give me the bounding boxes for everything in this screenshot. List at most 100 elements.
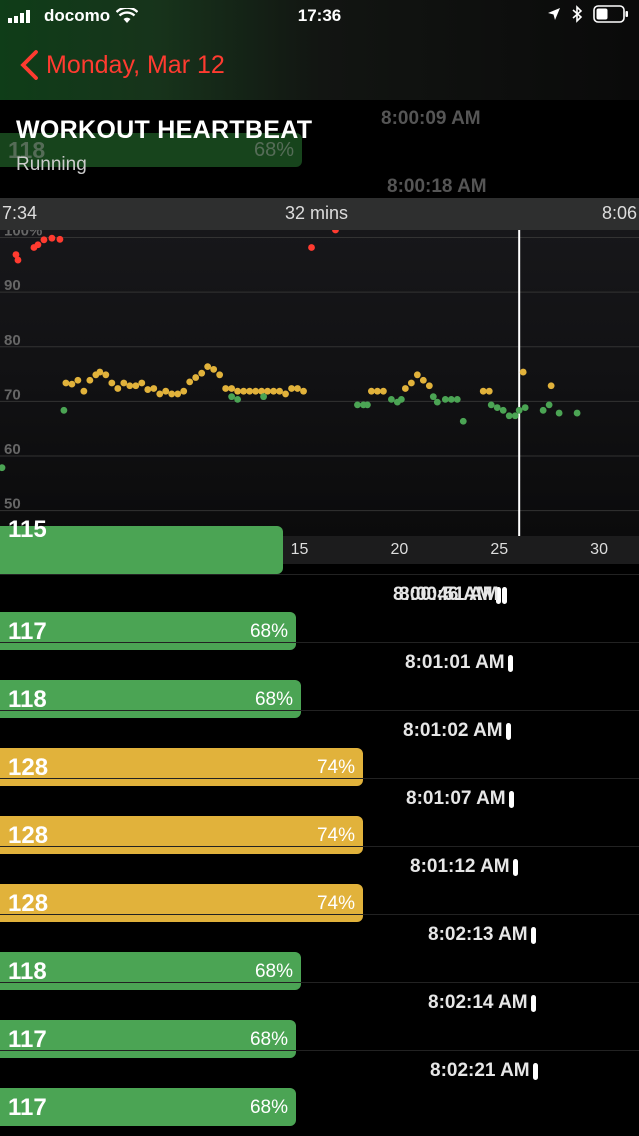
row-timestamp: 8:02:14 AM [428,992,536,1014]
data-point-green [487,401,495,409]
data-point-red [34,241,42,249]
data-point-yellow [246,387,254,395]
heart-rate-value: 117 [8,1094,47,1121]
data-point-green [545,401,553,409]
data-point-green [499,406,507,414]
back-button[interactable]: Monday, Mar 12 [0,40,225,90]
chart-background [0,230,639,536]
list-item[interactable]: 118 68% 8:01:01 AM [0,642,639,718]
data-point-yellow [300,387,307,395]
timestamp-text: 8:02:21 AM [430,1060,530,1081]
row-timestamp: 8:00:51 AM [399,584,507,606]
row-timestamp: 8:01:02 AM [403,720,511,742]
data-point-red [48,234,56,242]
heart-rate-bar: 115 [0,516,283,574]
row-separator [0,710,639,711]
data-point-yellow [198,369,206,377]
top-bar-background [0,0,639,100]
row-separator [0,982,639,983]
data-point-green [539,406,547,414]
heart-rate-percent: 74% [316,825,355,846]
x-tick-label: 15 [290,541,309,558]
data-point-green [573,409,581,417]
list-item[interactable]: 117 68% 8:00:51 AM [0,574,639,650]
data-point-green [60,406,68,414]
ghost-percent: 68% [253,139,294,161]
heart-rate-value: 118 [8,686,47,713]
timestamp-marker [501,586,507,604]
y-tick-label: 80 [4,332,21,349]
data-point-yellow [368,387,375,395]
y-tick-label: 50 [4,496,21,513]
heart-rate-percent: 68% [254,961,293,982]
heart-rate-bar: 117 68% [0,1088,296,1126]
y-tick-label: 60 [4,441,21,458]
data-point-yellow [192,374,200,381]
data-point-yellow [174,390,182,398]
heartbeat-chart[interactable]: 100% 90 80 70 60 50 [0,230,639,536]
data-point-yellow [138,379,146,387]
heart-rate-bar: 117 68% [0,1020,296,1058]
heart-rate-percent: 68% [249,1097,288,1118]
data-point-yellow [180,387,188,395]
data-point-green [515,406,523,414]
list-item[interactable]: 118 68% 8:02:13 AM [0,914,639,990]
data-point-yellow [425,382,433,390]
timestamp-text: 8:02:13 AM [428,924,528,945]
data-point-green [555,409,563,417]
row-timestamp: 8:01:07 AM [406,788,514,810]
time-range-bar: 7:34 32 mins 8:06 [0,198,639,230]
list-item[interactable]: 117 68% 8:02:21 AM [0,1050,639,1126]
data-point-yellow [204,363,212,371]
list-item[interactable]: 128 74% 8:01:12 AM [0,846,639,922]
row-timestamp: 8:01:01 AM [405,652,513,674]
row-separator [0,642,639,643]
data-point-yellow [258,387,265,395]
range-start: 7:34 [2,203,38,223]
row-separator [0,778,639,779]
list-item[interactable]: 128 74% 8:01:02 AM [0,710,639,786]
heart-rate-value: 118 [8,958,47,985]
timestamp-marker [495,586,501,604]
data-point-green [354,401,361,409]
data-point-yellow [168,390,176,398]
heart-rate-bar: 117 68% [0,612,296,650]
chevron-left-icon [20,50,38,80]
data-point-yellow [68,380,76,388]
heart-rate-value: 117 [8,1026,47,1053]
heart-rate-percent: 74% [316,757,355,778]
list-item[interactable]: 128 74% 8:01:07 AM [0,778,639,854]
row-timestamp: 8:01:12 AM [410,856,518,878]
data-point-yellow [288,385,295,392]
data-point-yellow [282,390,289,398]
data-point-yellow [276,387,283,395]
back-label: Monday, Mar 12 [46,50,225,79]
data-point-red [40,236,48,244]
data-point-yellow [234,387,242,395]
data-point-yellow [294,385,301,392]
timestamp-text: 8:00:46 AM [393,584,493,605]
heart-rate-bar: 128 74% [0,748,363,786]
y-tick-label: 90 [4,277,21,294]
list-item[interactable]: 115 8:00:46 AM [0,516,639,605]
heart-rate-bar: 118 68% [0,680,301,718]
data-point-green [234,395,242,403]
bluetooth-icon [572,5,583,23]
row-separator [0,1050,639,1051]
data-point-yellow [479,387,487,395]
data-point-yellow [114,385,122,392]
ghost-value: 118 [8,137,46,163]
data-point-yellow [485,387,493,395]
data-point-green [453,395,461,403]
status-bar: docomo 17:36 [0,0,639,34]
list-item[interactable]: 117 68% 8:02:14 AM [0,982,639,1058]
data-point-green [364,401,371,409]
row-timestamp: 8:00:46 AM [393,584,501,606]
data-point-green [433,398,441,406]
heart-rate-bar: 128 74% [0,884,363,922]
carrier-name: docomo [44,6,111,25]
data-point-yellow [162,387,170,395]
data-point-yellow [120,379,128,387]
battery-icon [593,5,628,23]
data-point-yellow [150,385,158,392]
